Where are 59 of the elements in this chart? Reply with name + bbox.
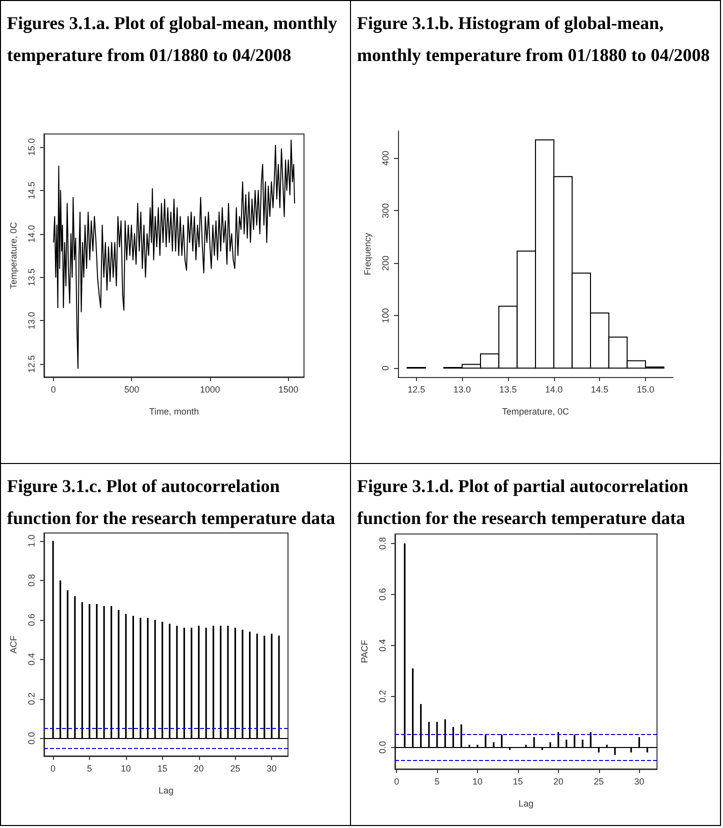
x-tick-label: 12.5 (408, 384, 426, 394)
x-tick-label: 0 (50, 384, 56, 394)
x-tick-label: 30 (634, 776, 644, 786)
y-tick-label: 0.8 (378, 537, 388, 550)
y-tick-label: 14.5 (26, 182, 36, 200)
x-tick-label: 15 (512, 776, 523, 786)
y-tick-label: 0.2 (378, 690, 388, 703)
x-tick-label: 13.5 (499, 384, 517, 394)
x-axis-title: Lag (158, 786, 174, 796)
x-tick-label: 5 (434, 776, 440, 786)
line-series (53, 140, 296, 369)
y-tick-label: 0.4 (378, 639, 388, 652)
y-tick-label: 100 (380, 308, 390, 324)
y-tick-label: 1.0 (26, 534, 36, 548)
chart-title: Figure 3.1.d. Plot of partial autocorrelation function for the research temperature data (357, 475, 690, 530)
y-tick-label: 200 (380, 256, 390, 271)
y-tick-label: 0.6 (26, 614, 36, 626)
y-tick-label: 13.0 (26, 312, 36, 330)
x-tick-label: 1500 (278, 384, 298, 394)
x-tick-label: 1000 (200, 384, 220, 394)
x-tick-label: 20 (553, 776, 564, 786)
y-tick-label: 14.0 (26, 225, 36, 243)
y-axis-title: ACF (8, 635, 18, 654)
x-tick-label: 0 (50, 764, 56, 774)
y-tick-label: 13.5 (26, 268, 36, 286)
x-axis-title: Temperature, 0C (502, 406, 570, 416)
y-axis-title: PACF (360, 639, 370, 664)
x-tick-label: 14.5 (590, 384, 608, 394)
x-tick-label: 30 (266, 764, 277, 774)
chart-title: Figures 3.1.a. Plot of global-mean, monthly temperature from 01/1880 to 04/2008 (7, 12, 338, 67)
y-tick-label: 0 (380, 366, 390, 371)
x-tick-label: 25 (230, 764, 240, 774)
chart-title: Figure 3.1.c. Plot of autocorrelation function for the research temperature data (7, 475, 336, 530)
x-tick-label: 10 (472, 776, 482, 786)
y-tick-label: 400 (380, 150, 390, 166)
y-tick-label: 0.0 (26, 732, 36, 744)
x-tick-label: 13.0 (453, 384, 471, 394)
x-axis-title: Time, month (149, 406, 199, 416)
x-tick-label: 25 (594, 776, 604, 786)
y-tick-label: 0.4 (26, 653, 36, 666)
y-tick-label: 0.6 (378, 588, 388, 601)
x-tick-label: 0 (394, 776, 400, 786)
y-tick-label: 300 (380, 203, 390, 218)
x-tick-label: 15.0 (636, 384, 654, 394)
x-tick-label: 10 (120, 764, 131, 774)
x-tick-label: 500 (124, 384, 140, 394)
y-tick-label: 0.2 (26, 692, 36, 706)
x-tick-label: 20 (194, 764, 204, 774)
y-tick-label: 0.0 (378, 741, 388, 754)
y-tick-label: 15.0 (26, 138, 36, 156)
x-tick-label: 14.0 (545, 384, 563, 394)
x-tick-label: 5 (86, 764, 92, 774)
x-axis-title: Lag (518, 798, 534, 808)
y-tick-label: 0.8 (26, 574, 36, 587)
y-tick-label: 12.5 (26, 355, 36, 373)
x-tick-label: 15 (157, 764, 168, 774)
chart-title: Figure 3.1.b. Histogram of global-mean, monthly temperature from 01/1880 to 04/2008 (357, 12, 711, 67)
y-axis-title: Frequency (362, 232, 372, 276)
y-axis-title: Temperature, 0C (8, 221, 18, 290)
